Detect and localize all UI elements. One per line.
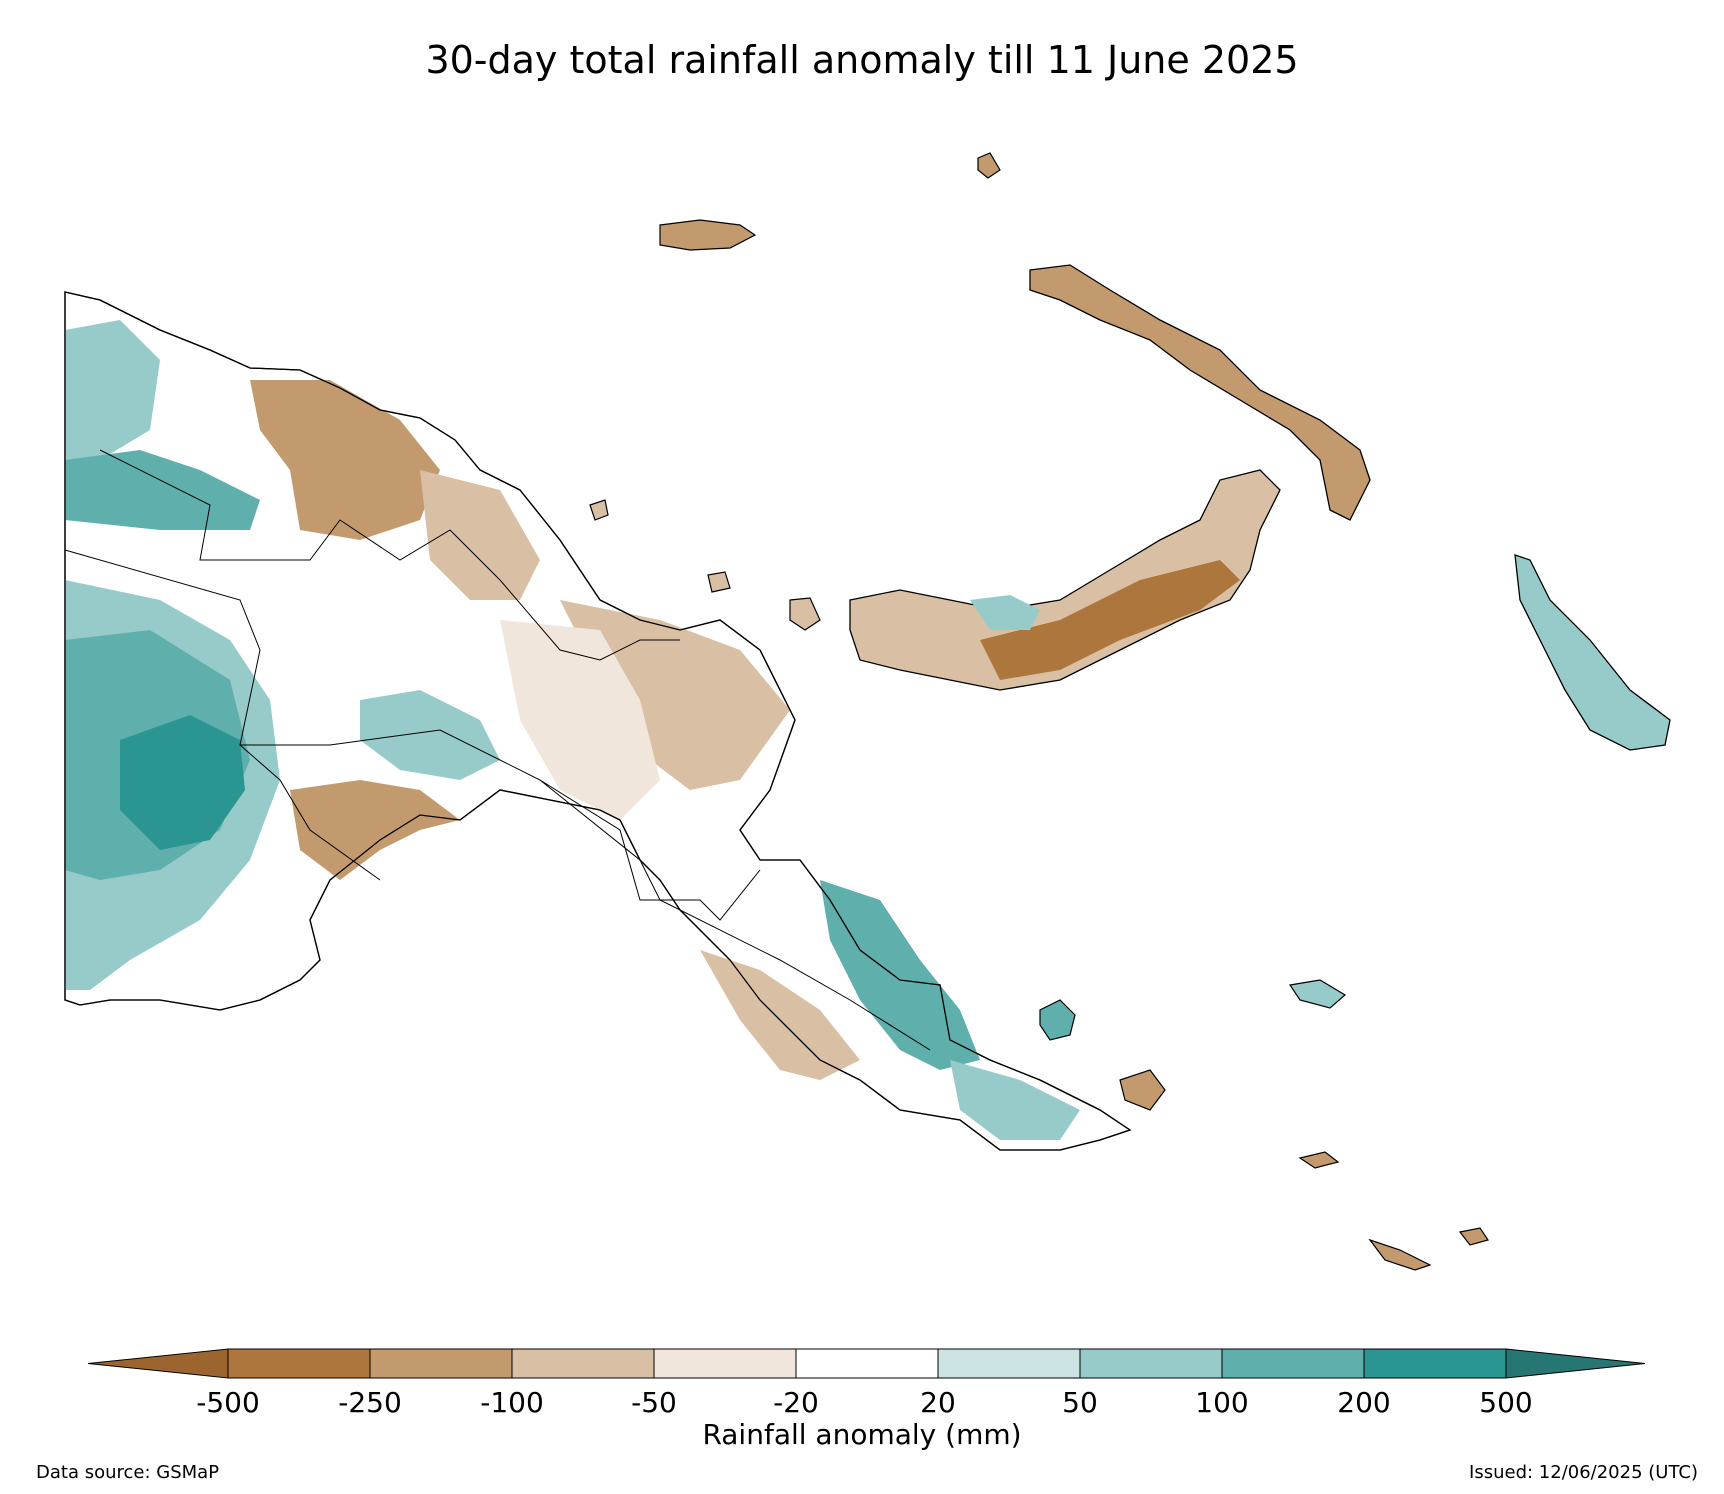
colorbar-bin xyxy=(795,1348,939,1379)
province-borders xyxy=(64,449,931,1051)
colorbar-tick-label: 500 xyxy=(1479,1386,1533,1419)
long-island xyxy=(789,597,821,631)
fergusson-island xyxy=(1039,999,1076,1041)
colorbar-bin xyxy=(1363,1348,1507,1379)
new-britain-wet-pocket xyxy=(970,595,1040,630)
colorbar-bin xyxy=(1079,1348,1223,1379)
dry-madang xyxy=(560,600,790,790)
wet-southwest-max xyxy=(120,715,245,850)
slight-dry-center xyxy=(500,620,660,820)
woodlark-island xyxy=(1298,1151,1340,1169)
normanby-island xyxy=(1119,1069,1166,1111)
wet-milne-bay xyxy=(820,880,980,1070)
map-title: 30-day total rainfall anomaly till 11 Ju… xyxy=(425,38,1299,82)
dry-north-inland xyxy=(420,470,540,600)
trobriand-islands xyxy=(1288,979,1347,1009)
new-britain-land xyxy=(849,469,1281,691)
new-ireland-land xyxy=(1029,264,1371,521)
colorbar-tick-label: 100 xyxy=(1195,1386,1249,1419)
dry-central xyxy=(700,950,860,1080)
colorbar-tick-label: -50 xyxy=(631,1386,677,1419)
colorbar-tick-label: -100 xyxy=(480,1386,544,1419)
colorbar-label: Rainfall anomaly (mm) xyxy=(702,1418,1022,1451)
colorbar-bin xyxy=(1221,1348,1365,1379)
rossel-island xyxy=(1368,1238,1432,1271)
issued-date-note: Issued: 12/06/2025 (UTC) xyxy=(1469,1462,1698,1483)
wet-east-tip xyxy=(950,1060,1080,1140)
karkar-island xyxy=(589,499,609,521)
colorbar-bin xyxy=(937,1348,1081,1379)
colorbar-bin xyxy=(511,1348,655,1379)
wet-west-core xyxy=(65,450,260,530)
colorbar-extend-low xyxy=(87,1348,229,1379)
colorbar-tick-label: 200 xyxy=(1337,1386,1391,1419)
wet-west-region xyxy=(65,320,160,470)
colorbar-bin xyxy=(653,1348,797,1379)
new-britain xyxy=(849,469,1281,691)
umboi-island xyxy=(707,571,731,593)
colorbar-tick-label: -250 xyxy=(338,1386,402,1419)
colorbar-tick-label: -20 xyxy=(773,1386,819,1419)
new-britain-dry-core xyxy=(980,560,1240,680)
mainland-coastline xyxy=(64,291,1132,1151)
dry-gulf xyxy=(290,780,460,880)
manus-island xyxy=(659,219,757,251)
colorbar-tick-label: 50 xyxy=(1062,1386,1098,1419)
colorbar xyxy=(87,1348,1646,1379)
bougainville xyxy=(1514,554,1671,751)
mussau-island xyxy=(977,152,1001,179)
new-ireland xyxy=(1029,264,1371,521)
colorbar-tick-label: -500 xyxy=(196,1386,260,1419)
sudest-island xyxy=(1458,1227,1489,1246)
mainland xyxy=(64,291,1132,1151)
colorbar-extend-high xyxy=(1505,1348,1646,1379)
colorbar-bin xyxy=(227,1348,371,1379)
colorbar-bin xyxy=(369,1348,513,1379)
wet-highlands xyxy=(360,690,500,780)
dry-north-coast xyxy=(250,380,440,540)
data-source-note: Data source: GSMaP xyxy=(36,1462,220,1483)
colorbar-tick-label: 20 xyxy=(920,1386,956,1419)
